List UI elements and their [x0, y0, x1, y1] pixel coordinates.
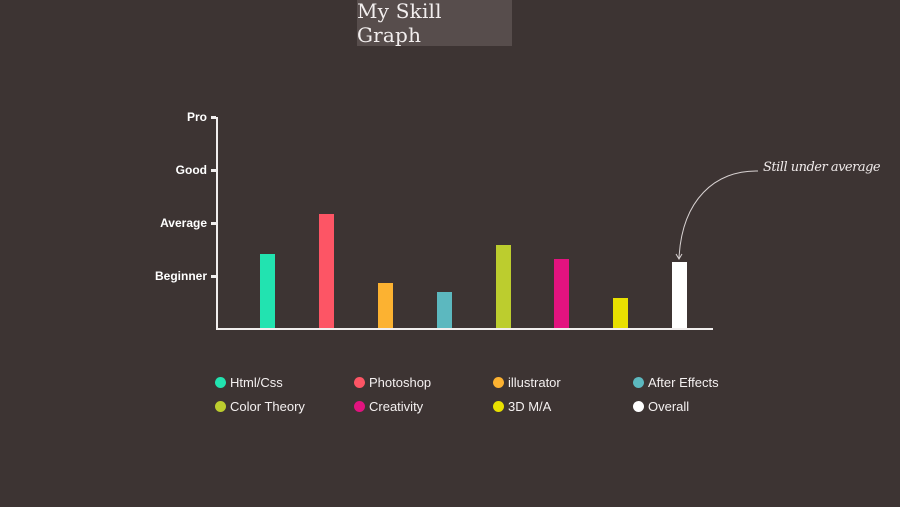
y-axis — [216, 117, 218, 330]
legend-item: Overall — [633, 399, 689, 414]
bar-photoshop — [319, 214, 334, 328]
legend-dot-icon — [215, 401, 226, 412]
legend-label: Color Theory — [230, 399, 305, 414]
title-box: My Skill Graph — [357, 0, 512, 47]
y-tick-pro — [211, 116, 216, 119]
legend-label: illustrator — [508, 375, 561, 390]
y-tick-good — [211, 169, 216, 172]
legend-item: Html/Css — [215, 375, 283, 390]
legend-label: 3D M/A — [508, 399, 552, 414]
legend-dot-icon — [493, 401, 504, 412]
legend-item: 3D M/A — [493, 399, 551, 414]
legend-dot-icon — [493, 377, 504, 388]
legend-label: Html/Css — [230, 375, 283, 390]
legend-item: After Effects — [633, 375, 719, 390]
y-tick-label: Beginner — [154, 269, 207, 283]
legend-dot-icon — [633, 401, 644, 412]
legend-item: illustrator — [493, 375, 561, 390]
y-tick-label: Average — [160, 216, 207, 230]
bar-html-css — [260, 254, 275, 328]
legend-label: After Effects — [648, 375, 719, 390]
legend-dot-icon — [633, 377, 644, 388]
legend-label: Overall — [648, 399, 690, 414]
page-title: My Skill Graph — [357, 0, 442, 47]
bar-3d-m-a — [613, 298, 628, 328]
bar-illustrator — [378, 283, 393, 328]
x-axis — [216, 328, 713, 330]
bar-after-effects — [437, 292, 452, 328]
legend-item: Photoshop — [354, 375, 431, 390]
legend-dot-icon — [215, 377, 226, 388]
y-tick-beginner — [211, 275, 216, 278]
legend-label: Creativity — [369, 399, 424, 414]
legend-dot-icon — [354, 377, 365, 388]
y-tick-label: Good — [175, 163, 207, 177]
legend-item: Creativity — [354, 399, 423, 414]
legend-label: Photoshop — [369, 375, 432, 390]
legend-dot-icon — [354, 401, 365, 412]
y-tick-average — [211, 222, 216, 225]
bar-creativity — [554, 259, 569, 328]
bar-color-theory — [496, 245, 511, 328]
y-tick-label: Pro — [186, 110, 207, 124]
bar-overall — [672, 262, 687, 328]
annotation-text: Still under average — [763, 160, 881, 175]
legend-item: Color Theory — [215, 399, 305, 414]
